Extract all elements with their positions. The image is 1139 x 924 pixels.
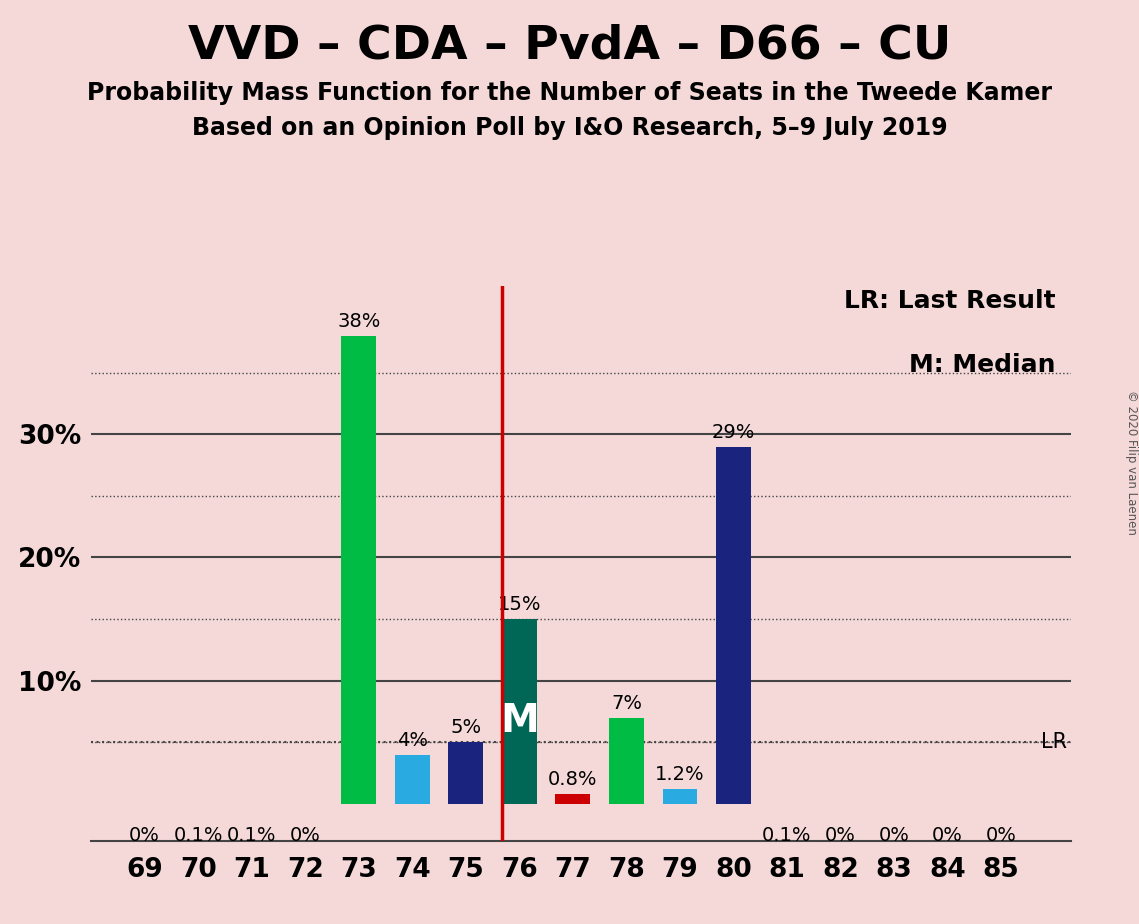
Bar: [663, 789, 697, 804]
Text: 0%: 0%: [932, 826, 962, 845]
Text: 0.1%: 0.1%: [173, 826, 223, 845]
Text: Based on an Opinion Poll by I&O Research, 5–9 July 2019: Based on an Opinion Poll by I&O Research…: [191, 116, 948, 140]
Bar: [502, 619, 536, 804]
Bar: [181, 803, 215, 804]
Text: VVD – CDA – PvdA – D66 – CU: VVD – CDA – PvdA – D66 – CU: [188, 23, 951, 68]
Text: 29%: 29%: [712, 422, 755, 442]
Text: 4%: 4%: [396, 731, 428, 749]
Text: 0%: 0%: [878, 826, 909, 845]
Text: 0.8%: 0.8%: [548, 770, 598, 789]
Text: 5%: 5%: [450, 718, 482, 737]
Bar: [716, 446, 751, 804]
Text: 0%: 0%: [985, 826, 1016, 845]
Text: 1.2%: 1.2%: [655, 765, 705, 784]
Text: M: M: [500, 701, 539, 740]
Text: 0%: 0%: [289, 826, 321, 845]
Text: Probability Mass Function for the Number of Seats in the Tweede Kamer: Probability Mass Function for the Number…: [87, 81, 1052, 105]
Text: 15%: 15%: [498, 595, 541, 614]
Text: 0%: 0%: [129, 826, 161, 845]
Bar: [770, 803, 804, 804]
Bar: [342, 335, 376, 804]
Text: © 2020 Filip van Laenen: © 2020 Filip van Laenen: [1124, 390, 1138, 534]
Text: 0.1%: 0.1%: [227, 826, 277, 845]
Bar: [556, 794, 590, 804]
Text: 0.1%: 0.1%: [762, 826, 812, 845]
Text: LR: LR: [1041, 733, 1067, 752]
Text: 38%: 38%: [337, 311, 380, 331]
Text: LR: Last Result: LR: Last Result: [844, 289, 1056, 313]
Text: M: Median: M: Median: [909, 353, 1056, 377]
Text: 0%: 0%: [825, 826, 855, 845]
Bar: [609, 718, 644, 804]
Bar: [449, 742, 483, 804]
Bar: [395, 755, 429, 804]
Bar: [235, 803, 269, 804]
Text: 7%: 7%: [611, 694, 642, 712]
